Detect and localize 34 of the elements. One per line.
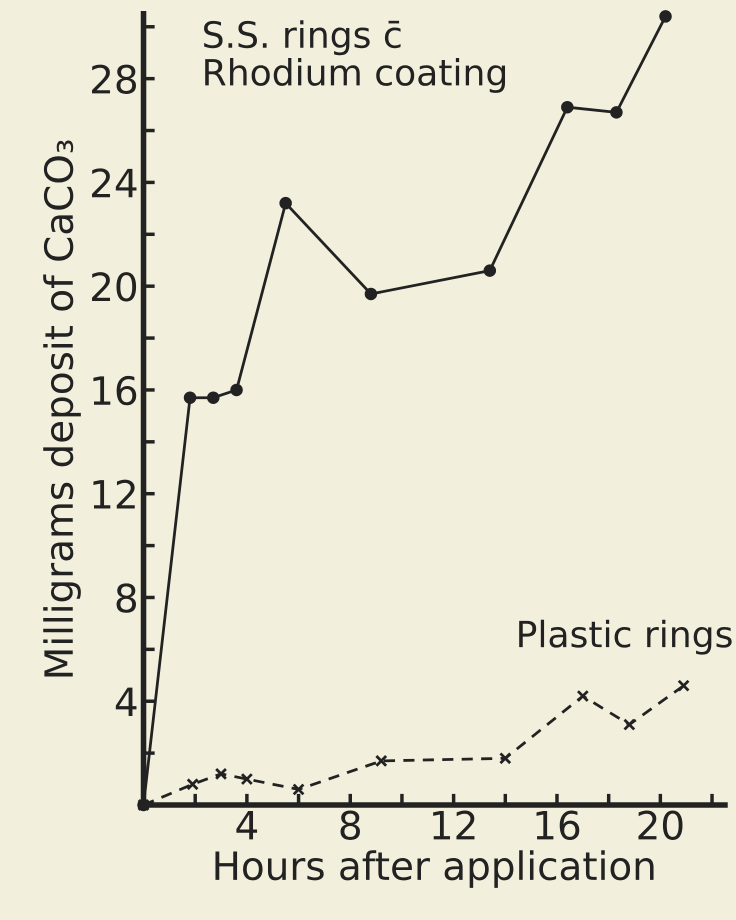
point	[623, 718, 636, 731]
point	[240, 772, 254, 786]
point	[279, 196, 292, 210]
point	[292, 783, 305, 796]
y-tick-label: 12	[93, 480, 135, 508]
point	[186, 778, 199, 790]
y-tick-label: 28	[92, 64, 136, 94]
y-tick-label: 8	[116, 583, 136, 613]
point	[375, 754, 388, 768]
series-label: Plastic rings	[519, 620, 732, 655]
y-tick-label: 4	[116, 688, 136, 716]
point	[610, 106, 623, 119]
point	[576, 690, 590, 702]
point	[484, 264, 496, 277]
series-label: S.S. rings c̄ Rhodium coating	[204, 20, 506, 93]
x-tick-label: 4	[236, 811, 258, 840]
point	[230, 384, 243, 396]
point	[207, 391, 220, 404]
point	[364, 288, 378, 300]
x-tick-label: 8	[340, 810, 360, 840]
y-tick-label: 20	[92, 272, 136, 302]
point	[499, 752, 512, 765]
x-axis-title: Hours after application	[215, 850, 654, 888]
point	[184, 391, 196, 404]
point	[561, 100, 574, 114]
y-tick-label: 24	[92, 168, 136, 198]
point	[659, 10, 672, 23]
y-axis-title: Milligrams deposit of CaCO₃	[43, 140, 81, 676]
point	[214, 768, 228, 780]
x-tick-label: 16	[536, 810, 580, 840]
y-tick-label: 16	[93, 376, 136, 406]
x-tick-label: 12	[433, 810, 474, 840]
x-tick-label: 20	[638, 810, 683, 840]
point	[677, 679, 690, 692]
